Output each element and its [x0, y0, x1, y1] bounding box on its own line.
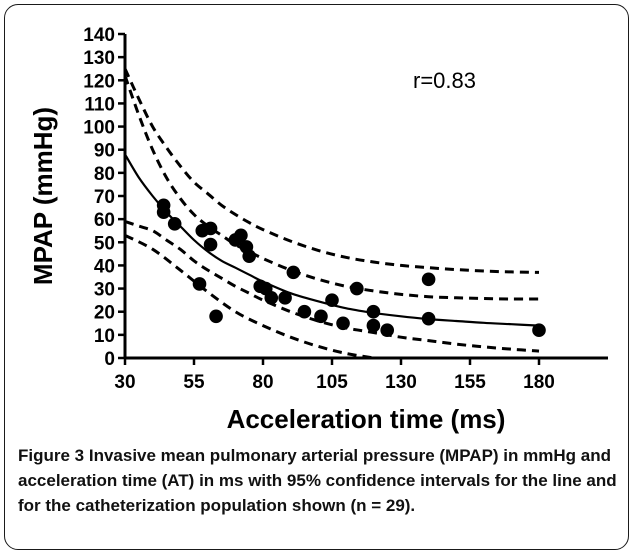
y-axis-label: MPAP (mmHg): [28, 107, 58, 285]
data-point: [421, 311, 436, 326]
confidence-interval-upper: [123, 75, 540, 301]
prediction-interval-upper: [123, 68, 540, 274]
data-point: [203, 237, 218, 252]
x-tick-label: 30: [114, 372, 135, 393]
data-point: [234, 228, 248, 243]
y-tick-label: 110: [84, 94, 115, 115]
figure-caption: Figure 3 Invasive mean pulmonary arteria…: [18, 443, 618, 518]
y-tick-label: 100: [83, 118, 115, 139]
x-tick-label: 130: [385, 372, 417, 393]
y-tick-label: 30: [94, 280, 115, 301]
data-point: [167, 216, 182, 231]
x-tick-label: 155: [454, 372, 486, 393]
x-tick-label: 180: [523, 372, 555, 393]
data-point: [366, 318, 381, 333]
y-tick-label: 70: [94, 187, 115, 208]
data-point: [421, 272, 436, 287]
caption-label: Figure 3: [18, 446, 85, 465]
y-tick-label: 140: [83, 25, 115, 46]
x-axis-ticks: 30 55 80 105 130 155 180: [114, 358, 555, 393]
x-tick-label: 80: [252, 372, 273, 393]
data-point: [192, 277, 207, 291]
y-tick-label: 0: [104, 349, 115, 370]
data-point: [366, 304, 381, 319]
data-point: [380, 323, 395, 338]
data-point: [242, 249, 256, 263]
data-point: [325, 293, 339, 307]
data-point: [156, 205, 171, 219]
data-point: [209, 309, 223, 324]
x-tick-label: 55: [183, 372, 205, 393]
data-point: [264, 291, 279, 305]
y-tick-label: 50: [94, 233, 115, 254]
y-tick-label: 90: [94, 141, 115, 162]
confidence-interval-lower: [124, 220, 540, 353]
caption-text: Invasive mean pulmonary arterial pressur…: [18, 446, 617, 515]
x-axis-label: Acceleration time (ms): [227, 404, 506, 434]
figure-frame: [4, 4, 629, 550]
y-tick-label: 130: [83, 48, 115, 69]
correlation-annotation: r=0.83: [413, 68, 476, 93]
data-point: [297, 304, 312, 319]
data-points: [156, 198, 546, 338]
prediction-interval-lower: [124, 233, 374, 360]
x-tick-label: 105: [316, 372, 348, 393]
y-tick-label: 80: [94, 164, 115, 185]
data-point: [336, 316, 350, 331]
data-point: [350, 281, 364, 296]
y-tick-label: 20: [94, 303, 115, 324]
y-tick-label: 120: [83, 71, 115, 92]
y-tick-label: 40: [94, 256, 115, 277]
data-point: [278, 291, 292, 305]
data-point: [286, 265, 301, 280]
data-point: [203, 221, 218, 236]
y-tick-label: 10: [94, 326, 115, 347]
data-point: [532, 323, 546, 338]
y-tick-label: 60: [94, 210, 115, 231]
data-point: [314, 309, 328, 324]
